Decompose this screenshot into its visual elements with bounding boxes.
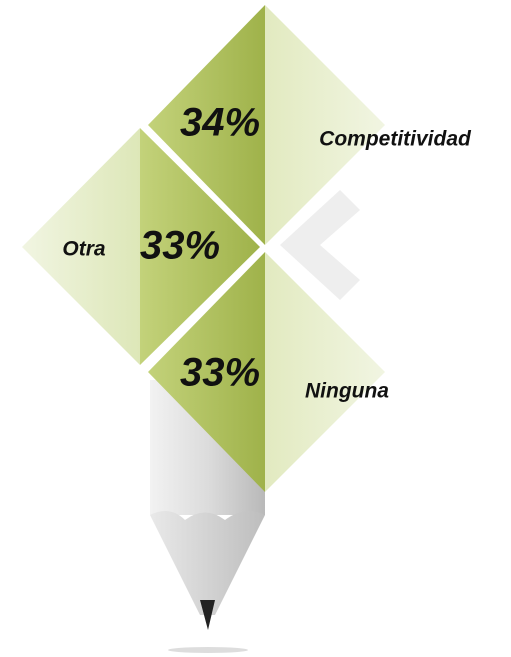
category-label: Ninguna (305, 380, 389, 403)
percent-label: 34% (180, 101, 260, 145)
infographic: 34% Competitividad Otra 33% 33% Ninguna (0, 0, 511, 657)
category-label: Otra (62, 238, 106, 261)
percent-label: 33% (140, 224, 220, 268)
percent-label: 33% (180, 351, 260, 395)
category-label: Competitividad (319, 128, 472, 151)
